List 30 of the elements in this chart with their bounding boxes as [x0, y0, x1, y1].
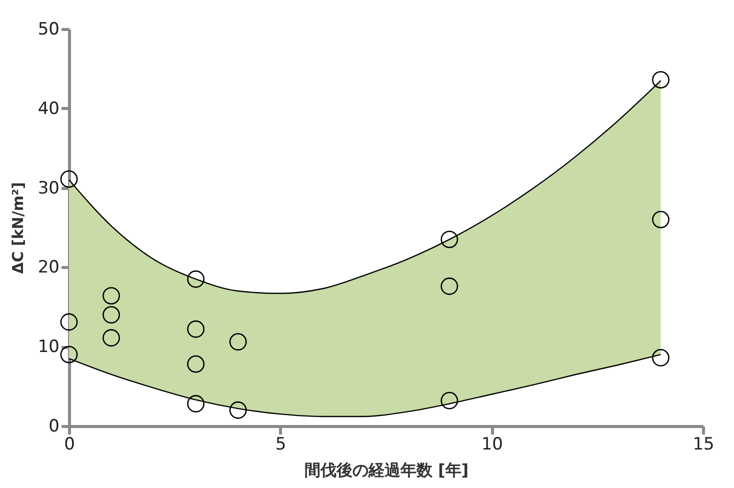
point	[440, 230, 458, 248]
point	[102, 306, 120, 324]
point	[60, 346, 78, 364]
point	[440, 278, 458, 295]
point	[60, 170, 78, 188]
point	[102, 329, 120, 347]
point	[102, 287, 120, 304]
y-tick-label: 50	[38, 20, 60, 40]
x-tick-label: 15	[692, 434, 714, 454]
y-tick-label: 30	[38, 178, 60, 198]
point	[229, 401, 247, 419]
point	[652, 349, 670, 366]
point	[187, 320, 205, 338]
x-tick-label: 0	[64, 434, 75, 454]
y-tick-label: 40	[38, 98, 60, 119]
x-axis-title: 間伐後の経過年数 [年]	[304, 460, 469, 480]
x-tick-label: 10	[481, 434, 503, 454]
point	[652, 71, 670, 89]
y-tick-label: 10	[38, 337, 60, 358]
x-tick-label: 5	[275, 434, 286, 454]
y-tick-label: 0	[48, 416, 60, 436]
point	[60, 313, 78, 331]
point	[187, 395, 205, 412]
point	[187, 270, 205, 288]
y-tick-label: 20	[38, 258, 60, 278]
point	[229, 333, 247, 351]
point	[440, 392, 458, 410]
point	[652, 210, 670, 228]
point	[187, 355, 205, 373]
y-axis-title: ΔC [kN/m²]	[8, 182, 27, 274]
